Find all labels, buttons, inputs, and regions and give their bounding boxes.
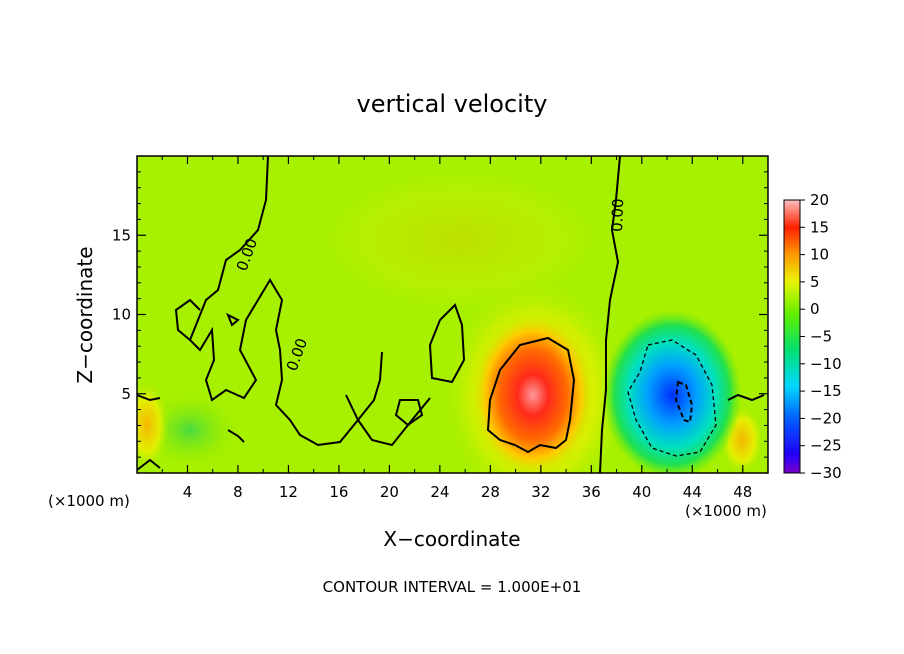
colorbar-tick-label: 0	[810, 300, 820, 318]
x-tick-label: 4	[183, 483, 193, 501]
x-tick-label: 32	[531, 483, 550, 501]
x-tick-label: 16	[329, 483, 348, 501]
y-axis: 5 10 15	[112, 171, 768, 458]
colorbar-tick-label: 15	[810, 218, 829, 236]
x-tick-label: 44	[683, 483, 702, 501]
x-unit-left: (×1000 m)	[48, 492, 130, 510]
colorbar	[783, 199, 801, 474]
chart-title: vertical velocity	[357, 90, 548, 118]
colorbar-tick-label: 20	[810, 191, 829, 209]
colorbar-tick-label: −20	[810, 409, 842, 427]
updraft-core	[471, 313, 595, 473]
x-tick-label: 48	[733, 483, 752, 501]
x-axis-title: X−coordinate	[383, 527, 520, 551]
x-unit-right: (×1000 m)	[685, 502, 767, 520]
colorbar-tick-label: −5	[810, 328, 832, 346]
x-tick-label: 20	[380, 483, 399, 501]
x-tick-label: 24	[430, 483, 449, 501]
colorbar-tick-label: −25	[810, 437, 842, 455]
y-tick-label: 10	[112, 306, 131, 324]
x-tick-label: 28	[481, 483, 500, 501]
colorbar-tick-label: 5	[810, 273, 820, 291]
colorbar-tick-label: −15	[810, 382, 842, 400]
strong-downdraft-contour	[674, 380, 694, 424]
x-tick-label: 40	[632, 483, 651, 501]
downdraft-core	[602, 310, 742, 473]
y-tick-label: 15	[112, 226, 131, 244]
x-tick-label: 12	[279, 483, 298, 501]
colorbar-tick-label: 10	[810, 246, 829, 264]
heatmap-field	[137, 156, 768, 473]
x-tick-label: 8	[233, 483, 243, 501]
colorbar-ticks: 20 15 10 5 0 −5 −10 −15 −20 −25 −30	[800, 191, 842, 482]
y-axis-title: Z−coordinate	[73, 246, 97, 383]
x-tick-label: 36	[582, 483, 601, 501]
x-axis: 4 8 12 16 20 24 28 32 36 40 44 48	[161, 156, 752, 501]
colorbar-tick-label: −30	[810, 464, 842, 482]
contour-label-3: 0.00	[608, 198, 627, 232]
negative-contours	[627, 339, 717, 457]
colorbar-tick-label: −10	[810, 355, 842, 373]
zero-contours	[137, 156, 765, 473]
contour-interval-text: CONTOUR INTERVAL = 1.000E+01	[323, 578, 582, 596]
y-tick-label: 5	[121, 385, 131, 403]
